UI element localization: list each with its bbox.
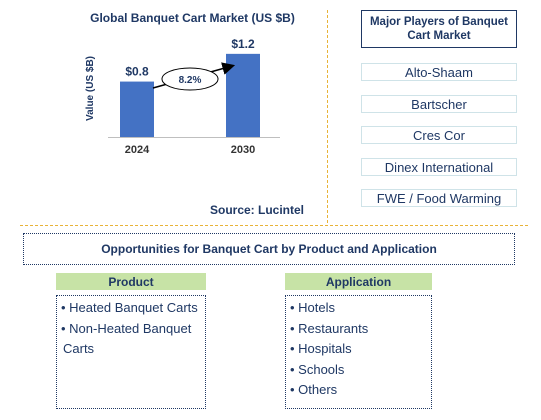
list-item: • Hotels: [290, 300, 336, 315]
bar-chart: $0.8 2024 $1.2 2030 Value (US $B) 8.2%: [85, 37, 280, 156]
horizontal-divider: [20, 225, 528, 226]
list-item: • Schools: [290, 361, 345, 377]
application-header: Application: [285, 273, 432, 290]
chart-source: Source: Lucintel: [210, 203, 305, 217]
bar: [120, 81, 154, 137]
cagr-bubble: [161, 67, 219, 91]
list-item: Carts: [63, 341, 95, 356]
vertical-divider: [327, 10, 328, 223]
list-item: • Hospitals: [290, 341, 352, 356]
list-item: • Restaurants: [290, 320, 369, 336]
opportunities-title: Opportunities for Banquet Cart by Produc…: [23, 233, 515, 265]
player-item: FWE / Food Warming: [361, 189, 517, 207]
player-item: Dinex International: [361, 158, 517, 176]
chart-title: Global Banquet Cart Market (US $B): [90, 11, 295, 25]
data-label: $1.2: [231, 37, 255, 51]
list-item: • Non-Heated Banquet: [61, 320, 192, 336]
player-item: Alto-Shaam: [361, 63, 517, 81]
data-label: $0.8: [125, 65, 149, 79]
player-item: Bartscher: [361, 95, 517, 113]
product-list: • Heated Banquet Carts • Non-Heated Banq…: [56, 295, 206, 409]
list-item: • Heated Banquet Carts: [61, 300, 198, 315]
list-item: • Others: [290, 382, 338, 397]
y-axis-label: Value (US $B): [85, 56, 96, 121]
player-item: Cres Cor: [361, 126, 517, 144]
x-tick-label: 2024: [125, 144, 150, 156]
x-tick-label: 2030: [231, 144, 255, 156]
cagr-label: 8.2%: [179, 75, 202, 86]
product-header: Product: [56, 273, 206, 290]
application-list: • Hotels • Restaurants • Hospitals • Sch…: [285, 295, 432, 409]
players-header: Major Players of Banquet Cart Market: [361, 10, 517, 48]
